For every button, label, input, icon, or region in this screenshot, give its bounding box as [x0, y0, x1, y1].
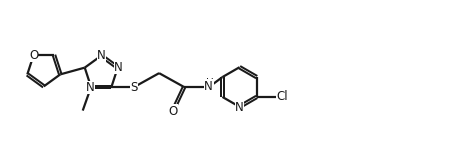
- Text: O: O: [29, 49, 38, 61]
- Text: N: N: [114, 61, 123, 74]
- Text: S: S: [131, 80, 138, 93]
- Text: H: H: [206, 78, 214, 88]
- Text: N: N: [97, 49, 106, 62]
- Text: N: N: [204, 79, 213, 93]
- Text: O: O: [168, 105, 178, 118]
- Text: Cl: Cl: [276, 90, 288, 103]
- Text: N: N: [86, 81, 95, 94]
- Text: N: N: [235, 101, 244, 114]
